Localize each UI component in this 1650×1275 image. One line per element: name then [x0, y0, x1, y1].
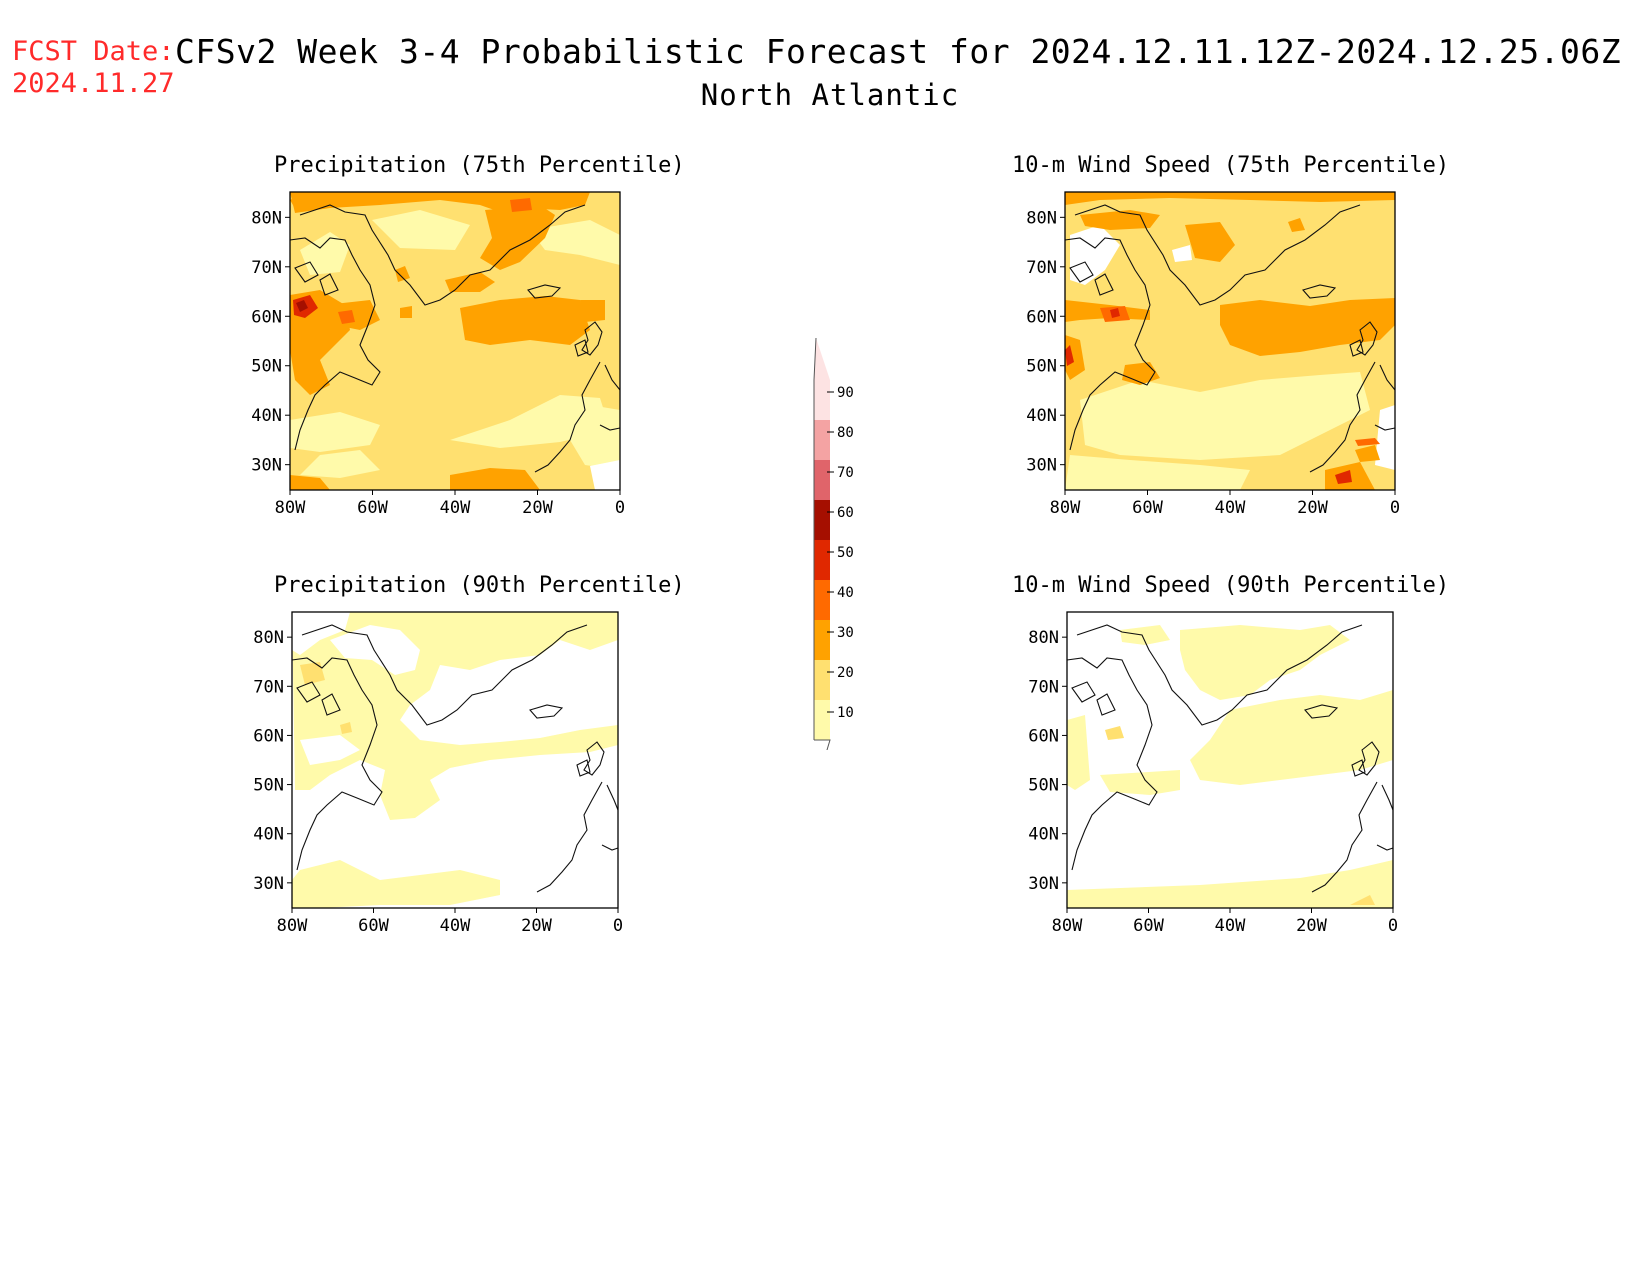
precip-75-lon-label: 60W — [357, 498, 388, 518]
precip-75-lon-label: 0 — [615, 498, 625, 518]
wind-75-coastline — [1064, 204, 1396, 473]
colorbar-segment — [814, 620, 830, 660]
precip-75-lat-label: 40N — [251, 406, 282, 426]
precip-90-fill — [292, 612, 618, 908]
precip-90-lat-label: 80N — [253, 628, 284, 648]
panel-title-wind-75: 10-m Wind Speed (75th Percentile) — [1012, 153, 1450, 178]
wind-75-lat-label: 70N — [1026, 258, 1057, 278]
colorbar-segment — [814, 700, 830, 740]
precip-90-lat-label: 40N — [253, 825, 284, 845]
colorbar-outline — [813, 337, 817, 740]
wind-75-fill — [1065, 192, 1395, 490]
colorbar-label: 70 — [837, 465, 854, 481]
colorbar-label: 80 — [837, 425, 854, 441]
wind-90-coastline — [1066, 624, 1394, 893]
colorbar-label: 30 — [837, 625, 854, 641]
precip-75-frame — [289, 191, 621, 491]
colorbar-segment — [814, 420, 830, 460]
precip-75-coastline — [289, 204, 621, 473]
wind-90-lon-label: 80W — [1052, 916, 1083, 936]
wind-90-lon-label: 20W — [1296, 916, 1327, 936]
panel-title-precip-75: Precipitation (75th Percentile) — [274, 153, 685, 178]
wind-90-lat-label: 70N — [1028, 677, 1059, 697]
precip-90-lon-label: 20W — [521, 916, 552, 936]
fcst-date-label: FCST Date: — [12, 36, 175, 67]
colorbar-bottom-cap — [814, 739, 831, 750]
precip-90-lon-label: 80W — [277, 916, 308, 936]
colorbar-label: 50 — [837, 545, 854, 561]
precip-90-lon-label: 60W — [358, 916, 389, 936]
wind-90-frame — [1066, 611, 1394, 909]
precip-90-lat-label: 50N — [253, 776, 284, 796]
colorbar-label: 40 — [837, 585, 854, 601]
precip-75-lat-label: 30N — [251, 456, 282, 476]
precip-75-lat-label: 60N — [251, 307, 282, 327]
wind-75-lon-label: 60W — [1132, 498, 1163, 518]
wind-75-lat-label: 30N — [1026, 456, 1057, 476]
colorbar-label: 60 — [837, 505, 854, 521]
colorbar-label: 20 — [837, 665, 854, 681]
colorbar: 90 80 70 60 50 40 30 20 10 — [813, 337, 854, 750]
colorbar-label: 10 — [837, 705, 854, 721]
wind-75-lat-label: 40N — [1026, 406, 1057, 426]
precip-90-lat-label: 30N — [253, 874, 284, 894]
page-title: CFSv2 Week 3-4 Probabilistic Forecast fo… — [175, 32, 1622, 71]
wind-90-lat-label: 60N — [1028, 726, 1059, 746]
wind-90-lat-label: 40N — [1028, 825, 1059, 845]
wind-75-lat-label: 80N — [1026, 208, 1057, 228]
colorbar-segment — [814, 380, 830, 420]
colorbar-segment — [814, 460, 830, 500]
wind-75-lat-label: 50N — [1026, 357, 1057, 377]
precip-75-lon-label: 80W — [275, 498, 306, 518]
region-title: North Atlantic — [700, 78, 960, 112]
precip-90-lon-label: 40W — [440, 916, 471, 936]
wind-75-frame — [1064, 191, 1396, 491]
wind-75-lon-label: 20W — [1297, 498, 1328, 518]
wind-90-lat-label: 30N — [1028, 874, 1059, 894]
wind-90-lon-label: 40W — [1215, 916, 1246, 936]
colorbar-top-cap — [814, 338, 830, 380]
precip-75-lat-label: 80N — [251, 208, 282, 228]
panel-title-precip-90: Precipitation (90th Percentile) — [274, 573, 685, 598]
wind-75-lon-label: 0 — [1390, 498, 1400, 518]
precip-75-fill — [290, 192, 620, 490]
wind-75-lon-label: 80W — [1050, 498, 1081, 518]
precip-90-lat-label: 60N — [253, 726, 284, 746]
colorbar-label: 90 — [837, 385, 854, 401]
wind-90-fill — [1067, 612, 1393, 908]
fcst-date-value: 2024.11.27 — [12, 68, 175, 99]
wind-75-lon-label: 40W — [1215, 498, 1246, 518]
precip-90-lat-label: 70N — [253, 677, 284, 697]
precip-75-lon-label: 20W — [522, 498, 553, 518]
colorbar-segment — [814, 580, 830, 620]
precip-90-coastline — [291, 624, 619, 893]
wind-90-lon-label: 60W — [1133, 916, 1164, 936]
panel-title-wind-90: 10-m Wind Speed (90th Percentile) — [1012, 573, 1450, 598]
wind-90-lon-label: 0 — [1388, 916, 1398, 936]
precip-75-lat-label: 50N — [251, 357, 282, 377]
colorbar-segment — [814, 660, 830, 700]
precip-90-lon-label: 0 — [613, 916, 623, 936]
precip-75-lat-label: 70N — [251, 258, 282, 278]
wind-75-lat-label: 60N — [1026, 307, 1057, 327]
precip-90-frame — [291, 611, 619, 909]
colorbar-segment — [814, 540, 830, 580]
precip-75-lon-label: 40W — [440, 498, 471, 518]
colorbar-segment — [814, 500, 830, 540]
wind-90-lat-label: 80N — [1028, 628, 1059, 648]
wind-90-lat-label: 50N — [1028, 776, 1059, 796]
